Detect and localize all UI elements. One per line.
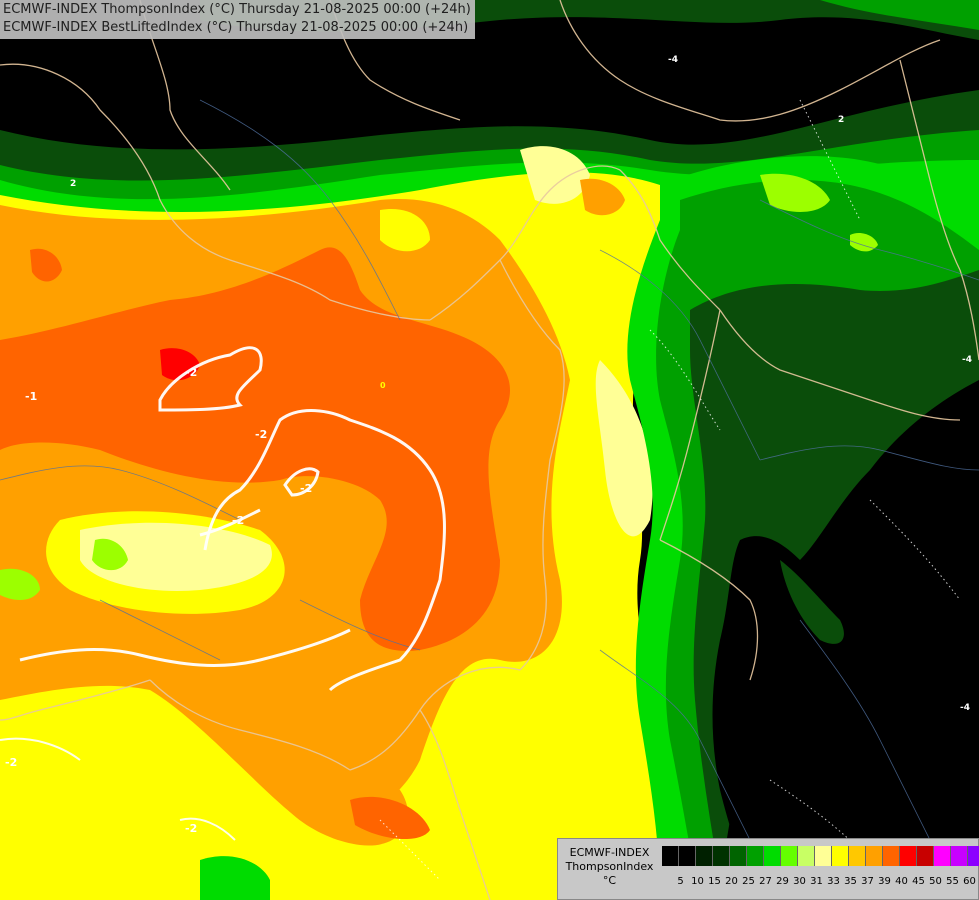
legend-unit: °C xyxy=(602,874,617,887)
legend-label: ECMWF-INDEX ThompsonIndex °C xyxy=(562,846,657,888)
ti-region-red-orange xyxy=(0,247,510,651)
legend-tick-label: 55 xyxy=(946,876,959,887)
legend-tick-label: 39 xyxy=(878,876,891,887)
legend-swatch xyxy=(917,846,934,866)
legend-swatch xyxy=(662,846,679,866)
map-title: ECMWF-INDEX ThompsonIndex (°C) Thursday … xyxy=(0,0,475,39)
legend-swatch xyxy=(951,846,968,866)
legend-tick-label: 31 xyxy=(810,876,823,887)
ti-region-black-se xyxy=(712,380,979,900)
contour-label: 2 xyxy=(838,115,844,125)
legend-tick-label: 27 xyxy=(759,876,772,887)
ti-region-light-yellow xyxy=(595,360,653,537)
legend-swatch xyxy=(696,846,713,866)
contour-label: -1 xyxy=(25,390,37,403)
legend-model: ECMWF-INDEX xyxy=(569,846,650,859)
legend-tick-label: 40 xyxy=(895,876,908,887)
legend-tick-label: 35 xyxy=(844,876,857,887)
legend-swatch xyxy=(815,846,832,866)
legend-ticks: 5 10 15 20 25 27 29 30 31 33 35 37 39 40 45 50 55 60 xyxy=(672,876,978,887)
legend-tick-label: 50 xyxy=(929,876,942,887)
legend-swatch xyxy=(900,846,917,866)
contour-label: -2 xyxy=(185,822,197,835)
legend-swatch xyxy=(747,846,764,866)
title-line-lifted: ECMWF-INDEX BestLiftedIndex (°C) Thursda… xyxy=(3,20,469,35)
contour-label: -4 xyxy=(962,355,972,365)
legend-tick-label: 15 xyxy=(708,876,721,887)
contour-label: -2 xyxy=(300,482,312,495)
legend-swatch xyxy=(968,846,979,866)
legend-swatch xyxy=(866,846,883,866)
legend-swatch xyxy=(934,846,951,866)
legend-tick-label: 33 xyxy=(827,876,840,887)
legend-swatch xyxy=(764,846,781,866)
legend-tick-label: 10 xyxy=(691,876,704,887)
legend-tick-label: 5 xyxy=(677,876,684,887)
contour-label: -2 xyxy=(255,428,267,441)
contour-label: 0 xyxy=(380,381,386,390)
legend-tick-label: 45 xyxy=(912,876,925,887)
legend-swatches xyxy=(662,846,979,866)
legend-swatch xyxy=(781,846,798,866)
legend-swatch xyxy=(883,846,900,866)
legend-tick-label: 29 xyxy=(776,876,789,887)
region-borders xyxy=(0,99,979,861)
legend-variable: ThompsonIndex xyxy=(565,860,654,873)
legend-tick-label: 30 xyxy=(793,876,806,887)
legend-swatch xyxy=(730,846,747,866)
contour-label: -4 xyxy=(960,703,970,713)
contour-labels: -2 -2 -2 -2 -2 -2 -1 -4 -4 -4 2 2 0 xyxy=(5,55,972,835)
contour-label: -2 xyxy=(5,756,17,769)
contour-label: -2 xyxy=(232,514,244,527)
legend-swatch xyxy=(849,846,866,866)
legend-tick-label: 37 xyxy=(861,876,874,887)
title-line-thompson: ECMWF-INDEX ThompsonIndex (°C) Thursday … xyxy=(3,2,471,17)
lifted-index-contours xyxy=(19,346,446,692)
legend-tick-label: 25 xyxy=(742,876,755,887)
legend-swatch xyxy=(679,846,696,866)
legend-swatch xyxy=(832,846,849,866)
contour-label: -4 xyxy=(668,55,678,65)
legend-swatch xyxy=(798,846,815,866)
legend-swatch xyxy=(713,846,730,866)
contour-label: -2 xyxy=(185,366,197,379)
legend-tick-label: 20 xyxy=(725,876,738,887)
contour-label: 2 xyxy=(70,179,76,189)
color-legend: ECMWF-INDEX ThompsonIndex °C 5 10 15 20 25 27… xyxy=(557,838,979,900)
legend-tick-label: 60 xyxy=(963,876,976,887)
